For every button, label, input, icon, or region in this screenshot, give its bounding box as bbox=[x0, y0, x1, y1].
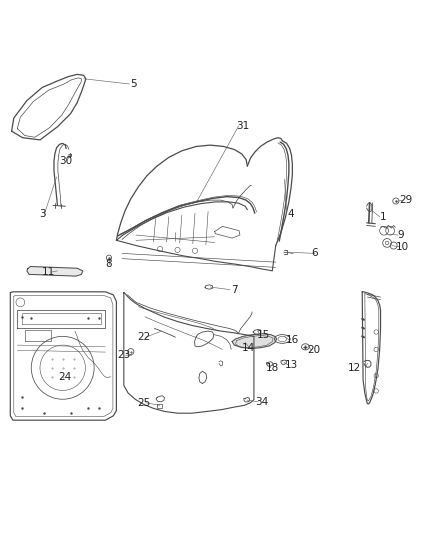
Text: 9: 9 bbox=[397, 230, 403, 240]
Text: 7: 7 bbox=[231, 285, 237, 295]
Text: 20: 20 bbox=[307, 345, 321, 356]
Text: 10: 10 bbox=[396, 242, 409, 252]
Text: 24: 24 bbox=[59, 372, 72, 382]
Text: 22: 22 bbox=[137, 332, 151, 342]
Text: 4: 4 bbox=[288, 209, 294, 219]
Text: 13: 13 bbox=[284, 360, 298, 370]
Text: 12: 12 bbox=[348, 363, 361, 373]
Text: 6: 6 bbox=[312, 248, 318, 259]
Text: 29: 29 bbox=[399, 195, 413, 205]
Text: 1: 1 bbox=[379, 212, 386, 222]
Text: 18: 18 bbox=[265, 363, 279, 373]
Text: 23: 23 bbox=[117, 350, 131, 360]
Text: 14: 14 bbox=[242, 343, 255, 353]
Text: 34: 34 bbox=[255, 397, 268, 407]
Text: 25: 25 bbox=[137, 398, 151, 408]
Text: 30: 30 bbox=[59, 156, 72, 166]
Polygon shape bbox=[27, 266, 83, 276]
Text: 8: 8 bbox=[106, 259, 112, 269]
Text: 15: 15 bbox=[257, 330, 270, 341]
Text: 3: 3 bbox=[39, 209, 46, 219]
Text: 31: 31 bbox=[237, 121, 250, 131]
Text: 11: 11 bbox=[42, 267, 55, 277]
Text: 16: 16 bbox=[286, 335, 299, 345]
Polygon shape bbox=[232, 334, 277, 349]
Text: 5: 5 bbox=[131, 79, 137, 89]
